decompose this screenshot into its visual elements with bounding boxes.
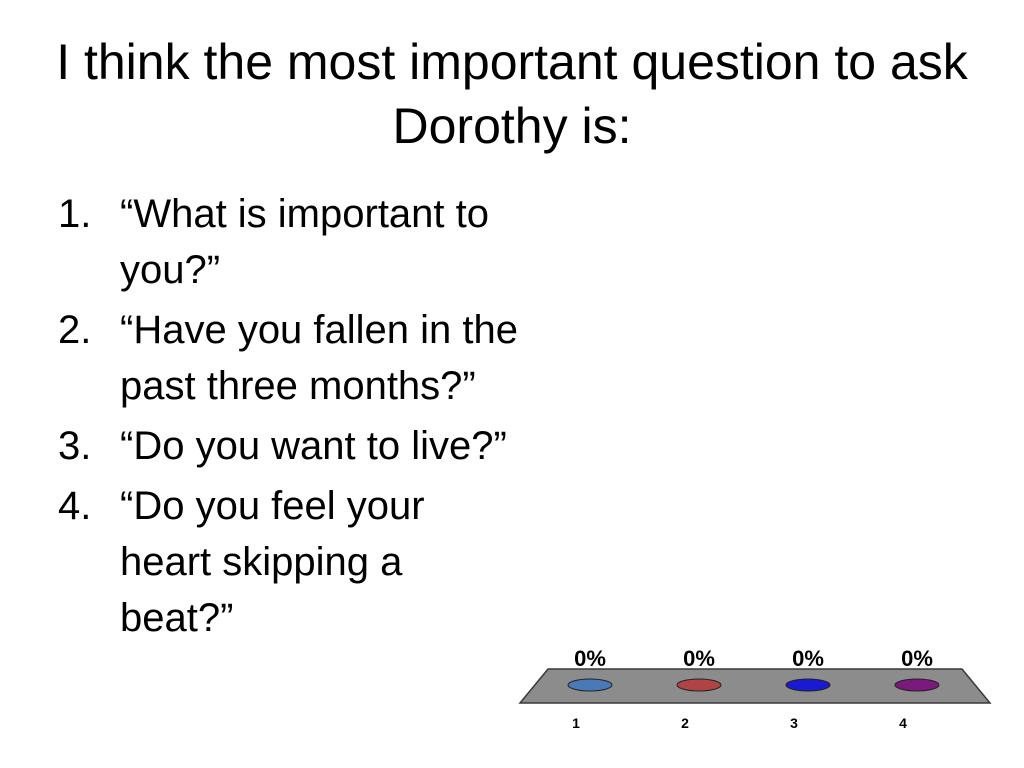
x-tick-label: 4 [899, 715, 907, 731]
option-text: “What is important to you?” [120, 192, 490, 292]
data-label: 0% [574, 646, 606, 671]
bar [785, 678, 831, 692]
data-label: 0% [683, 646, 715, 671]
answer-option[interactable]: 4. “Do you feel your heart skipping a be… [58, 478, 518, 646]
option-text: “Have you fallen in the past three month… [120, 308, 519, 408]
data-label: 0% [901, 646, 933, 671]
answer-option[interactable]: 1. “What is important to you?” [58, 186, 518, 298]
chart-floor [518, 668, 992, 704]
option-number: 4. [58, 484, 92, 528]
option-number: 3. [58, 424, 92, 468]
answer-options-list: 1. “What is important to you?” 2. “Have … [58, 186, 518, 650]
x-tick-label: 3 [790, 715, 798, 731]
bar [567, 678, 613, 692]
answer-option[interactable]: 3. “Do you want to live?” [58, 418, 518, 474]
answer-option[interactable]: 2. “Have you fallen in the past three mo… [58, 302, 518, 414]
bar [894, 678, 940, 692]
data-label: 0% [792, 646, 824, 671]
option-text: “Do you feel your heart skipping a beat?… [120, 484, 425, 640]
option-number: 2. [58, 308, 92, 352]
option-text: “Do you want to live?” [120, 424, 507, 468]
bar [676, 678, 722, 692]
x-tick-label: 2 [681, 715, 689, 731]
slide-title: I think the most important question to a… [56, 34, 968, 154]
results-bar-chart: 0% 1 0% 2 0% 3 0% 4 [518, 646, 992, 731]
option-number: 1. [58, 192, 92, 236]
x-tick-label: 1 [572, 715, 580, 731]
